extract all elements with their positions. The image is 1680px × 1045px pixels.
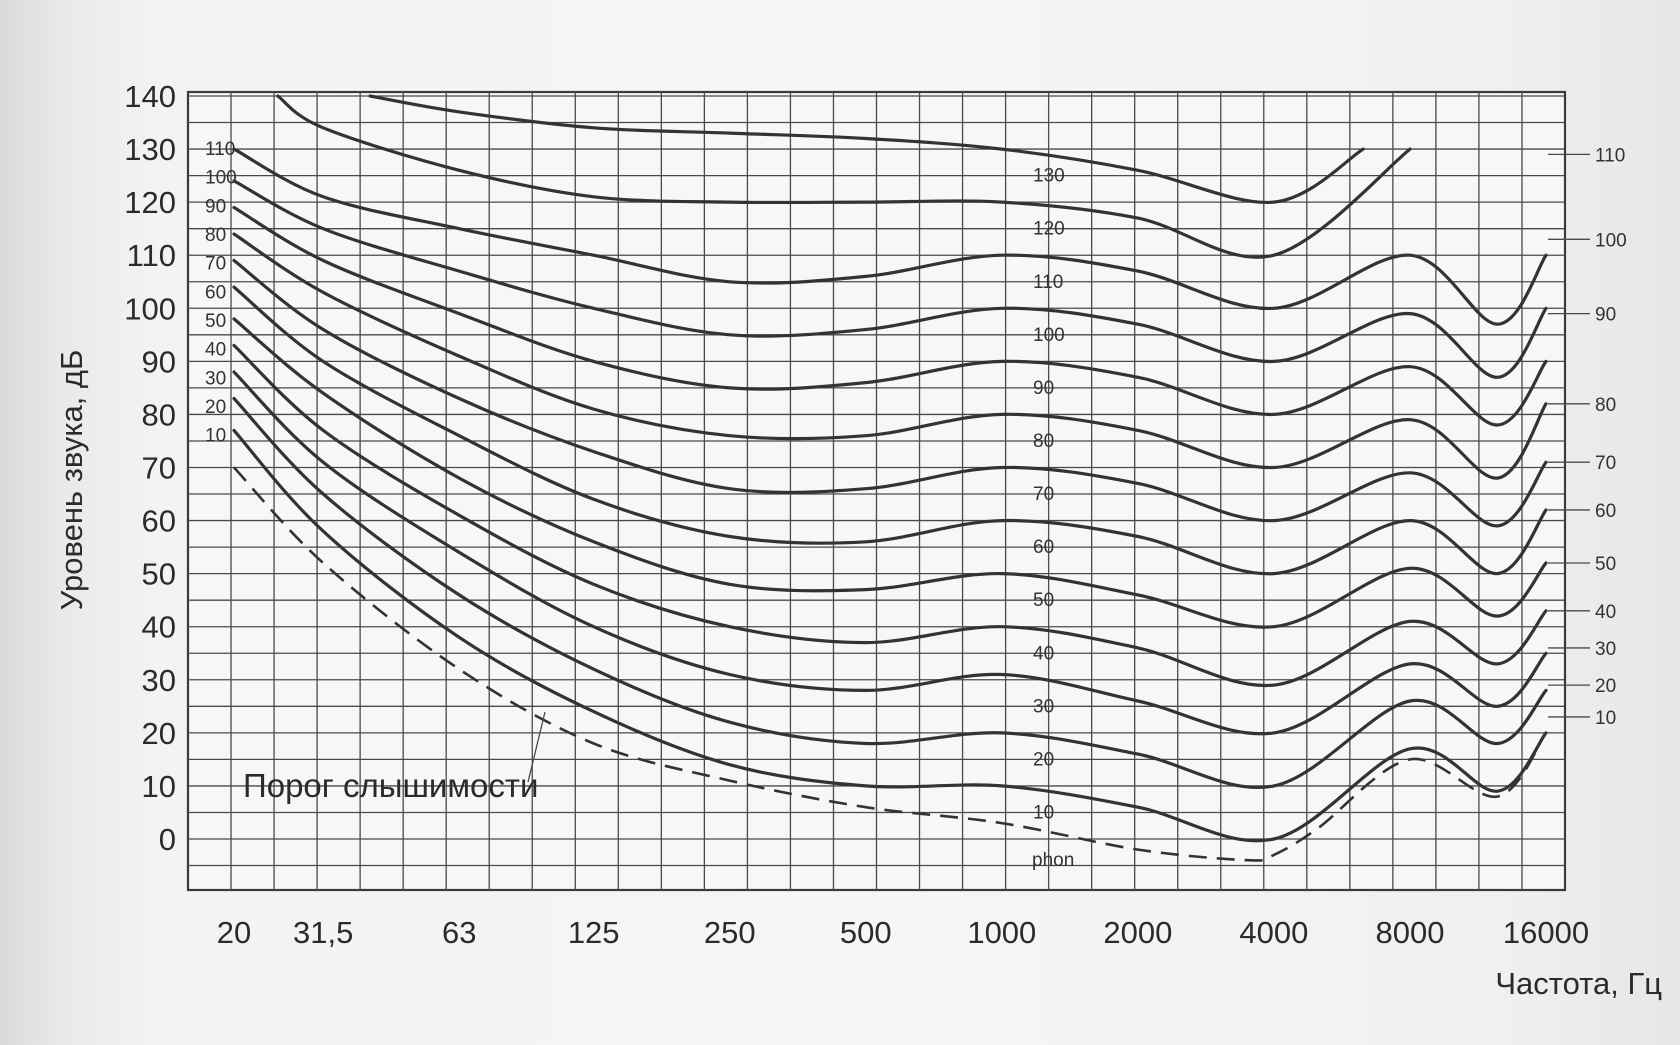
phon-curve-60 [232,285,1548,576]
mid-phon-label: 120 [1033,219,1065,240]
x-tick-label: 20 [217,915,251,950]
phon-curve-80 [232,232,1548,480]
x-tick-label: 4000 [1239,915,1308,950]
y-axis-title: Уровень звука, дБ [54,350,89,611]
right-phon-label: 50 [1595,554,1616,575]
phon-curve-10 [232,428,1548,843]
phon-curve-130 [368,94,1365,204]
right-phon-label: 70 [1595,453,1616,474]
phon-curve-90 [232,205,1548,427]
x-tick-label: 31,5 [293,915,353,950]
threshold-annotation: Порог слышимости [243,767,538,804]
threshold-pointer [527,711,546,783]
right-phon-label: 40 [1595,602,1616,623]
phon-unit-label: phon [1032,850,1074,871]
mid-phon-label: 90 [1033,378,1054,399]
y-tick-label: 120 [124,185,176,220]
y-tick-label: 130 [124,132,176,167]
labels-group: 0 10 20 30 40 50 60 70 80 90 100 110 120 130 140 20 31,5… [124,79,1626,950]
y-tick-label: 20 [142,716,176,751]
mid-phon-label: 80 [1033,431,1054,452]
left-phon-label: 20 [205,397,226,418]
left-phon-label: 40 [205,340,226,361]
right-phon-label: 80 [1595,395,1616,416]
phon-curve-20 [232,396,1548,789]
mid-phon-label: 50 [1033,590,1054,611]
mid-phon-label: 100 [1033,325,1065,346]
right-phon-label: 110 [1595,145,1625,166]
y-tick-label: 60 [142,504,176,539]
y-tick-label: 10 [142,769,176,804]
phon-curve-30 [232,370,1548,736]
y-tick-label: 70 [142,451,176,486]
x-tick-label: 16000 [1503,915,1589,950]
y-tick-label: 0 [159,822,176,857]
mid-phon-label: 60 [1033,537,1054,558]
y-tick-label: 90 [142,344,176,379]
left-phon-label: 90 [205,196,226,217]
left-phon-label: 80 [205,225,226,246]
left-phon-label: 50 [205,311,226,332]
left-phon-label: 10 [205,426,226,447]
x-tick-label: 63 [442,915,476,950]
left-phon-label: 110 [205,139,235,160]
y-tick-label: 50 [142,557,176,592]
mid-phon-label: 130 [1033,166,1065,187]
mid-phon-label: 10 [1033,802,1054,823]
mid-phon-label: 40 [1033,643,1054,664]
mid-phon-label: 70 [1033,484,1054,505]
phon-curve-120 [276,94,1412,259]
phon-curve-110 [232,147,1548,326]
mid-phon-label: 20 [1033,749,1054,770]
right-phon-label: 60 [1595,501,1616,522]
right-phon-label: 90 [1595,305,1616,326]
x-tick-label: 250 [704,915,756,950]
right-phon-label: 100 [1595,230,1627,251]
y-tick-label: 140 [124,79,176,114]
x-tick-label: 125 [568,915,620,950]
left-phon-label: 70 [205,254,226,275]
y-tick-label: 80 [142,397,176,432]
hearing-threshold-curve [233,466,1548,862]
y-tick-label: 30 [142,663,176,698]
x-tick-label: 1000 [967,915,1036,950]
phon-curve-70 [232,258,1548,528]
curves-group [232,94,1548,862]
right-phon-label: 10 [1595,708,1616,729]
x-tick-label: 2000 [1103,915,1172,950]
x-tick-label: 8000 [1375,915,1444,950]
phon-curve-50 [232,317,1548,629]
right-phon-label: 30 [1595,639,1616,660]
left-phon-label: 30 [205,368,226,389]
x-axis-title: Частота, Гц [1495,966,1662,1001]
mid-phon-label: 110 [1033,272,1063,293]
x-tick-label: 500 [840,915,892,950]
left-phon-label: 60 [205,282,226,303]
y-tick-label: 100 [124,291,176,326]
mid-phon-label: 30 [1033,696,1054,717]
phon-curve-100 [232,179,1548,379]
y-tick-label: 110 [127,238,176,273]
phon-curve-40 [232,343,1548,688]
y-tick-label: 40 [142,610,176,645]
right-phon-label: 20 [1595,676,1616,697]
left-phon-label: 100 [205,168,237,189]
